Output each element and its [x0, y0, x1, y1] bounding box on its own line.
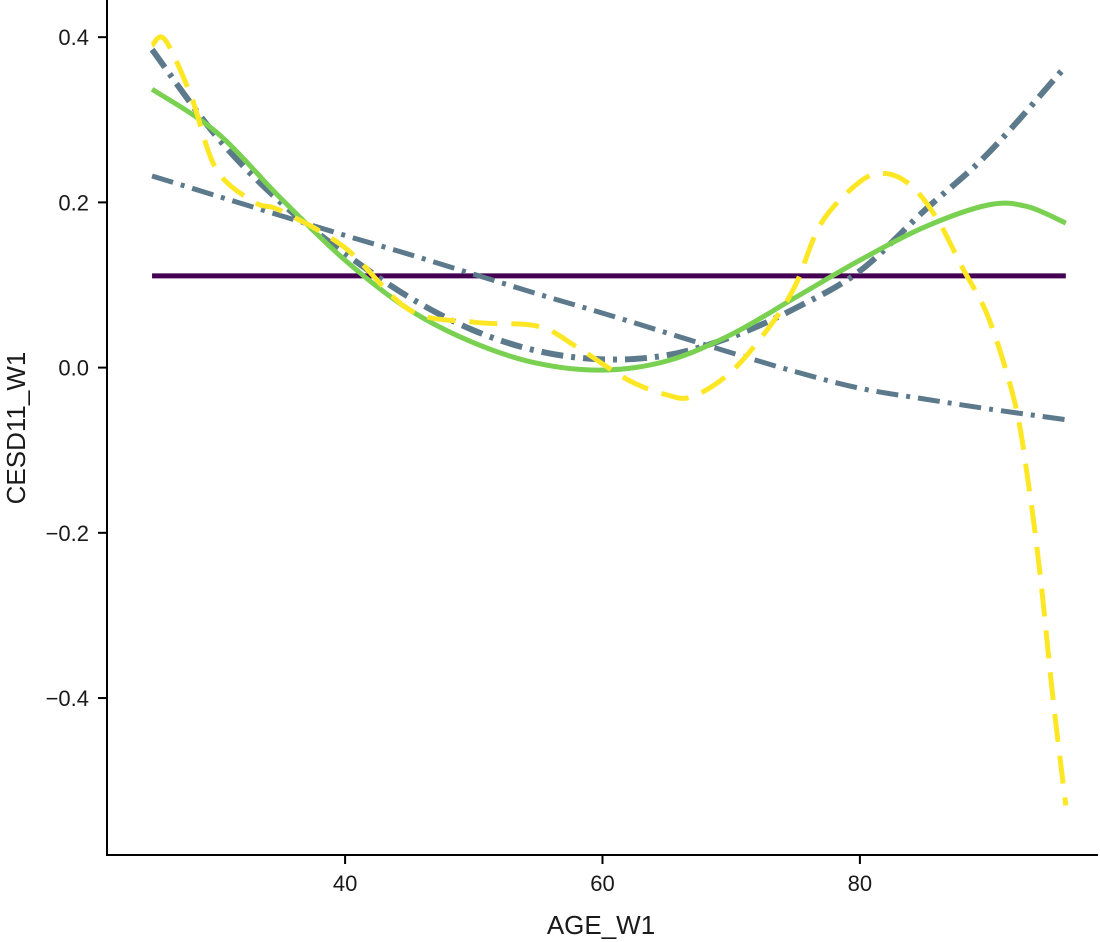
- y-tick-label: −0.4: [46, 686, 89, 711]
- axes-layer: [106, 0, 1098, 856]
- x-tick-label: 80: [848, 871, 872, 896]
- series-layer: [149, 34, 1069, 806]
- ticks-layer: 40 60 80 0.4 0.2 0.0 −0.2 −0.4: [46, 25, 873, 896]
- y-tick-label: 0.2: [58, 190, 89, 215]
- y-tick-label: 0.4: [58, 25, 89, 50]
- x-axis-title: AGE_W1: [547, 910, 655, 940]
- y-tick-label: −0.2: [46, 521, 89, 546]
- y-axis-title: CESD11_W1: [1, 352, 31, 505]
- series-line-dash-dot-cubic: [149, 47, 1069, 363]
- series-line-dash-dot-linear: [151, 173, 1067, 423]
- series-line-solid-smooth: [150, 87, 1067, 373]
- x-tick-label: 60: [590, 871, 614, 896]
- series-line-dashed-wiggly: [150, 34, 1069, 806]
- y-tick-label: 0.0: [58, 356, 89, 381]
- x-tick-label: 40: [333, 871, 357, 896]
